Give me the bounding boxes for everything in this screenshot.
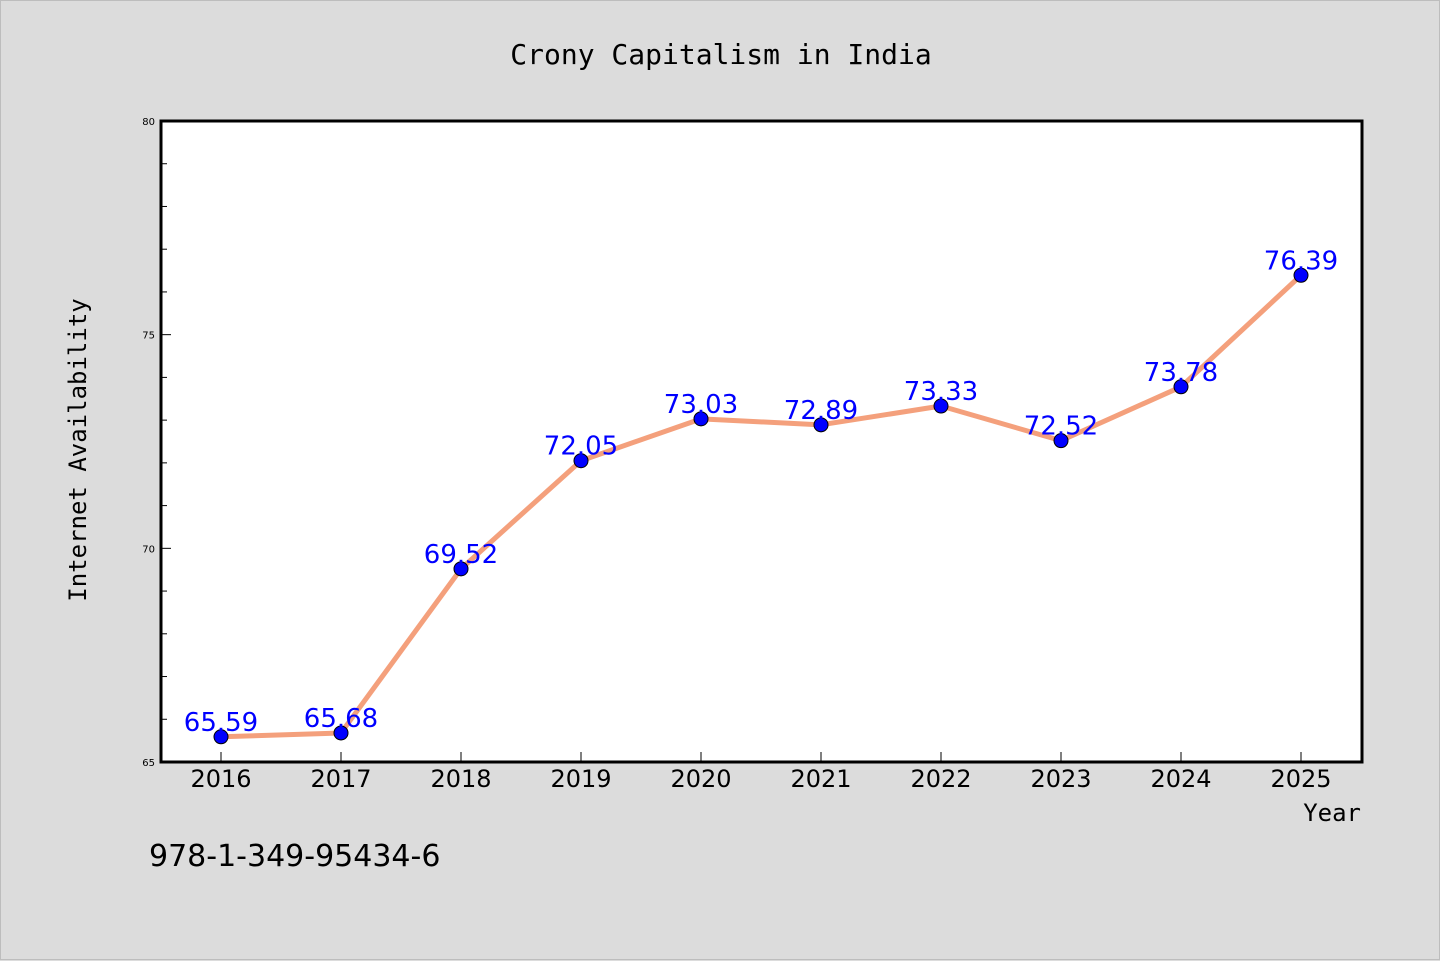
data-label: 65.68 [304, 704, 378, 734]
data-label: 72.52 [1024, 412, 1098, 442]
data-point [453, 561, 469, 577]
data-point [1053, 433, 1069, 449]
data-point [213, 729, 229, 745]
data-label: 73.33 [904, 377, 978, 407]
x-tick-label: 2018 [430, 765, 491, 793]
x-tick-label: 2022 [910, 765, 971, 793]
data-point [333, 725, 349, 741]
data-point [1173, 379, 1189, 395]
x-tick-label: 2020 [670, 765, 731, 793]
x-tick-label: 2017 [310, 765, 371, 793]
series-line [218, 272, 1304, 740]
x-tick-label: 2023 [1030, 765, 1091, 793]
data-label: 76.39 [1264, 246, 1338, 276]
plot-area [161, 121, 1362, 762]
x-tick-label: 2019 [550, 765, 611, 793]
footnote-isbn: 978-1-349-95434-6 [149, 839, 440, 874]
x-axis-label: Year [1303, 799, 1361, 827]
plot-frame [159, 119, 1364, 764]
x-tick-label: 2021 [790, 765, 851, 793]
y-tick-label: 80 [142, 117, 155, 128]
x-tick-label: 2024 [1150, 765, 1211, 793]
data-point [933, 398, 949, 414]
data-label: 69.52 [424, 540, 498, 570]
x-tick-label: 2025 [1270, 765, 1331, 793]
data-point [1293, 267, 1309, 283]
chart-title: Crony Capitalism in India [510, 38, 931, 71]
data-label: 73.03 [664, 390, 738, 420]
series-line-group [218, 272, 1304, 740]
y-tick-label: 75 [142, 331, 155, 342]
data-label: 65.59 [184, 708, 258, 738]
data-label: 72.89 [784, 396, 858, 426]
y-tick-label: 70 [142, 544, 155, 555]
x-tick-label: 2016 [190, 765, 251, 793]
y-tick-label: 65 [142, 758, 155, 769]
data-label: 73.78 [1144, 358, 1218, 388]
data-labels: 65.59 65.68 69.52 72.05 73.03 72.89 73.33 72.52… [184, 246, 1338, 738]
data-label: 72.05 [544, 432, 618, 462]
x-axis: 2016 2017 2018 2019 2020 2021 2022 2023 2024 2025 [190, 752, 1332, 793]
y-axis-label: Internet Availability [64, 298, 92, 601]
data-point [573, 453, 589, 469]
data-points [213, 267, 1309, 745]
data-point [693, 411, 709, 427]
data-point [813, 417, 829, 433]
